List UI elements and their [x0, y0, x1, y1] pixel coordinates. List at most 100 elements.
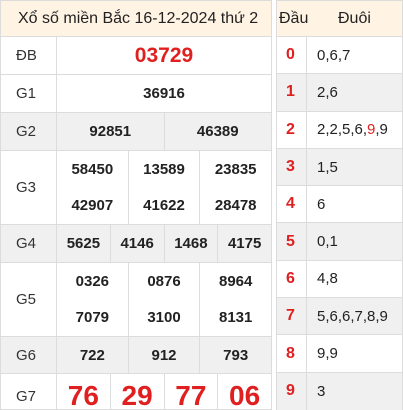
- prize-number: 58450: [57, 151, 129, 188]
- prize-number: 1468: [165, 225, 219, 262]
- prize-number: 722: [57, 337, 129, 373]
- dau-digit: 6: [277, 260, 307, 298]
- prize-values: 722 912 793: [57, 337, 271, 373]
- prize-line: 58450 13589 23835: [57, 151, 271, 188]
- prize-values: 92851 46389: [57, 113, 271, 150]
- prize-values: 5625 4146 1468 4175: [57, 225, 271, 262]
- prize-number: 28478: [214, 197, 257, 215]
- prize-line: 0326 0876 8964: [57, 263, 271, 300]
- prize-values: 03729: [57, 37, 271, 74]
- duoi-header: Đuôi: [338, 9, 371, 27]
- head-row-1: 1 2,6: [277, 74, 402, 112]
- prize-line: 03729: [57, 37, 271, 74]
- dau-digit: 8: [277, 335, 307, 372]
- prize-label: G2: [1, 113, 57, 150]
- dau-digit: 9: [277, 372, 307, 410]
- dau-digit: 7: [277, 298, 307, 335]
- prize-row-g5: G5 0326 0876 8964 7079 3100 8131: [1, 263, 271, 337]
- prize-line: 722 912 793: [57, 337, 271, 373]
- prize-number: 36916: [143, 85, 185, 102]
- duoi-part: ,9: [375, 121, 388, 139]
- head-row-2: 2 2,2,5,6, 9,9: [277, 111, 402, 149]
- duoi-digits: 0,6,7: [317, 46, 351, 64]
- dau-digit: 4: [277, 186, 307, 223]
- prize-number: 77: [165, 374, 219, 410]
- prize-line: 76 29 77 06: [57, 374, 271, 410]
- dau-header: Đầu: [279, 9, 309, 27]
- prize-values: 0326 0876 8964 7079 3100 8131: [57, 263, 271, 336]
- duoi-highlight: 9: [367, 121, 376, 139]
- duoi-part: 2,2,5,6,: [317, 121, 368, 139]
- duoi-digits: 4,8: [317, 270, 338, 288]
- prize-line: 7079 3100 8131: [57, 299, 271, 336]
- dau-digit: 1: [277, 74, 307, 111]
- prize-row-g1: G1 36916: [1, 75, 271, 113]
- duoi-digits: 9,9: [317, 345, 338, 363]
- prize-number: 793: [223, 346, 249, 364]
- prize-row-g7: G7 76 29 77 06: [1, 374, 271, 410]
- prize-line: 92851 46389: [57, 113, 271, 150]
- dau-digit: 0: [277, 37, 307, 74]
- prize-number: 0326: [57, 263, 129, 300]
- duoi-digits: 1,5: [317, 158, 338, 176]
- prize-row-đb: ĐB 03729: [1, 37, 271, 75]
- dau-digit: 5: [277, 223, 307, 260]
- head-row-5: 5 0,1: [277, 223, 402, 261]
- prize-values: 36916: [57, 75, 271, 112]
- prize-label: G3: [1, 151, 57, 224]
- prize-row-g3: G3 58450 13589 23835 42907 41622 28478: [1, 151, 271, 225]
- prize-label: ĐB: [1, 37, 57, 74]
- head-row-7: 7 5,6,6,7,8,9: [277, 298, 402, 336]
- head-row-3: 3 1,5: [277, 148, 402, 187]
- duoi-digits: 2,2,5,6, 9,9: [307, 121, 388, 138]
- duoi-digits: 6: [317, 195, 326, 213]
- prize-number: 03729: [134, 43, 194, 67]
- prize-line: 36916: [57, 75, 271, 112]
- prize-number: 3100: [129, 299, 201, 336]
- prize-number: 92851: [57, 113, 165, 150]
- prize-row-g2: G2 92851 46389: [1, 113, 271, 151]
- results-header: Xổ số miền Bắc 16-12-2024 thứ 2: [1, 1, 271, 37]
- prize-label: G5: [1, 263, 57, 336]
- head-row-6: 6 4,8: [277, 260, 402, 299]
- prize-number: 4175: [227, 235, 262, 252]
- prize-number: 06: [229, 380, 261, 410]
- results-title: Xổ số miền Bắc 16-12-2024 thứ 2: [18, 9, 259, 27]
- prize-number: 4146: [111, 225, 165, 262]
- head-tail-header: Đầu Đuôi: [277, 1, 402, 37]
- dau-digit: 3: [277, 148, 307, 186]
- prize-values: 58450 13589 23835 42907 41622 28478: [57, 151, 271, 224]
- prize-line: 5625 4146 1468 4175: [57, 225, 271, 262]
- head-row-0: 0 0,6,7: [277, 37, 402, 75]
- prize-number: 13589: [129, 151, 201, 188]
- duoi-digits: 3: [317, 382, 326, 400]
- prize-number: 7079: [57, 299, 129, 336]
- duoi-digits: 5,6,6,7,8,9: [317, 307, 388, 325]
- prize-row-g4: G4 5625 4146 1468 4175: [1, 225, 271, 263]
- prize-line: 42907 41622 28478: [57, 187, 271, 224]
- head-row-8: 8 9,9: [277, 335, 402, 373]
- prize-label: G1: [1, 75, 57, 112]
- prize-row-g6: G6 722 912 793: [1, 337, 271, 374]
- prize-number: 41622: [129, 187, 201, 224]
- prize-number: 76: [57, 374, 111, 410]
- duoi-digits: 2,6: [317, 83, 338, 101]
- head-rows: 0 0,6,7 1 2,6 2 2,2,5,6, 9,9 3 1,5 4 6 5 0,1 6 4,8 7 5,6…: [277, 37, 402, 410]
- prize-number: 0876: [129, 263, 201, 300]
- prize-number: 42907: [57, 187, 129, 224]
- prize-number: 29: [111, 374, 165, 410]
- results-table: Xổ số miền Bắc 16-12-2024 thứ 2 ĐB 03729 G…: [0, 0, 272, 410]
- prize-number: 8131: [218, 309, 253, 327]
- prize-number: 912: [129, 337, 201, 373]
- prize-number: 23835: [214, 160, 257, 178]
- duoi-digits: 0,1: [317, 233, 338, 251]
- prize-label: G6: [1, 337, 57, 373]
- prize-label: G7: [1, 374, 57, 410]
- prize-values: 76 29 77 06: [57, 374, 271, 410]
- head-tail-table: Đầu Đuôi 0 0,6,7 1 2,6 2 2,2,5,6, 9,9 3 1,5 4 6 5 0,…: [276, 0, 403, 410]
- dau-digit: 2: [277, 111, 307, 148]
- prize-number: 8964: [218, 272, 253, 290]
- prize-number: 5625: [57, 225, 111, 262]
